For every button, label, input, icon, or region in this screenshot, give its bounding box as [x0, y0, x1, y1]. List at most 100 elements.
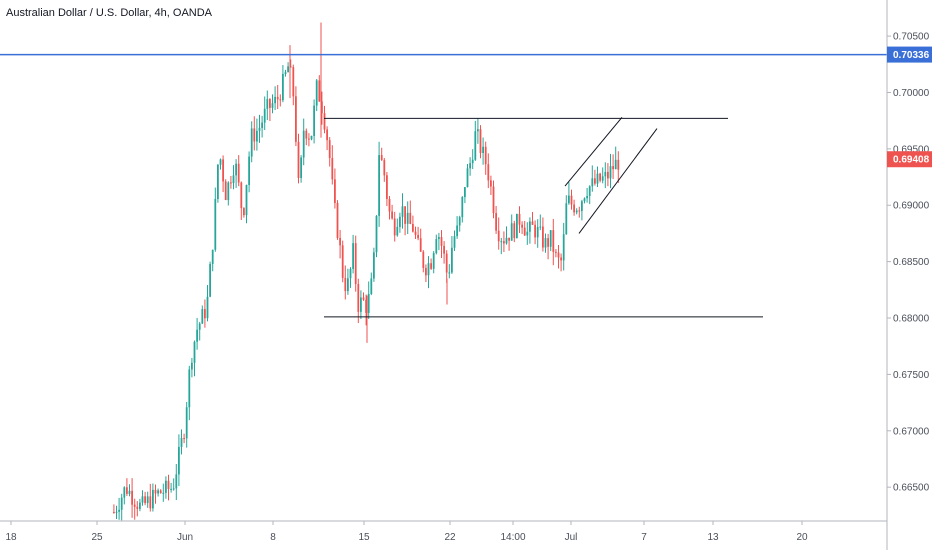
candle-body	[305, 130, 308, 139]
candle-body	[380, 155, 383, 161]
candle-body	[456, 225, 458, 237]
candle	[445, 250, 448, 284]
candle	[313, 99, 315, 144]
candle-body	[341, 245, 344, 278]
y-tick-label: 0.69000	[893, 201, 930, 212]
candle-body	[274, 96, 276, 104]
candle	[477, 118, 479, 144]
candle-body	[497, 230, 500, 242]
candle	[295, 86, 297, 147]
candle	[414, 226, 417, 239]
candle	[438, 232, 440, 251]
candle	[217, 164, 219, 203]
candle-body	[227, 182, 230, 201]
candle-body	[534, 224, 536, 238]
candle-body	[417, 234, 419, 239]
candle-body	[412, 223, 414, 232]
y-tick-label: 0.70000	[893, 88, 930, 99]
candle	[393, 211, 396, 242]
candle-body	[601, 176, 604, 181]
x-tick-label: 8	[270, 532, 276, 543]
candle-body	[378, 155, 380, 216]
x-tick-label: Jun	[177, 532, 193, 543]
candle	[297, 133, 300, 184]
candle-body	[464, 187, 466, 198]
candle-body	[612, 166, 614, 170]
candle	[432, 251, 435, 274]
x-tick-label: 25	[91, 532, 103, 543]
candle-body	[373, 252, 375, 279]
candle-body	[289, 66, 292, 68]
x-axis: 18 25 Jun 8 15 22 14:00 Jul 7 13 20	[5, 521, 808, 543]
candle	[412, 215, 414, 233]
candle	[526, 222, 529, 245]
candle-body	[271, 103, 274, 108]
candle-body	[326, 129, 328, 141]
candle-body	[120, 497, 123, 510]
candle	[474, 120, 477, 161]
candle	[253, 116, 256, 151]
candle-body	[201, 309, 204, 324]
candle	[196, 317, 198, 350]
candle-body	[469, 163, 471, 169]
candle	[388, 196, 391, 220]
candle-body	[269, 99, 271, 108]
drawings	[0, 53, 887, 318]
channel-lower-line	[578, 128, 658, 234]
horizontal-line-tag-bg	[887, 46, 932, 63]
candle-body	[414, 231, 417, 235]
candle-body	[495, 213, 497, 231]
candle	[162, 483, 165, 502]
candle	[227, 181, 230, 206]
candle-body	[204, 309, 206, 319]
candle-body	[432, 253, 435, 269]
candle	[609, 153, 612, 189]
candle-body	[573, 204, 575, 213]
candle-body	[209, 263, 211, 297]
candle-body	[583, 198, 586, 202]
candle-body	[157, 490, 159, 494]
candle	[586, 187, 588, 203]
candle-body	[471, 159, 474, 164]
candle	[380, 147, 383, 161]
candle-body	[159, 490, 162, 494]
candle	[362, 292, 365, 301]
candle-body	[149, 496, 152, 509]
x-tick-label: Jul	[565, 532, 578, 543]
candle	[604, 162, 607, 189]
candle-body	[308, 138, 310, 140]
candle	[578, 206, 581, 218]
candle-body	[581, 201, 583, 212]
candle-body	[146, 496, 149, 504]
candle-body	[237, 163, 240, 183]
candle	[560, 253, 562, 272]
candle	[435, 234, 438, 255]
candle	[417, 226, 419, 241]
horizontal-line-tag: 0.70336	[887, 46, 932, 63]
candle-body	[557, 252, 560, 258]
candle-body	[510, 223, 513, 241]
candle	[409, 200, 412, 225]
candle-body	[219, 159, 222, 165]
candle	[495, 206, 497, 234]
candle-body	[263, 108, 266, 123]
candle	[279, 94, 282, 107]
candle-body	[565, 203, 568, 235]
candle	[391, 204, 393, 220]
candle	[256, 118, 258, 151]
candle	[497, 217, 500, 250]
candle-body	[516, 213, 518, 239]
candle	[448, 264, 451, 279]
candle	[456, 216, 458, 239]
candle	[157, 488, 159, 497]
candle	[113, 504, 115, 514]
candle-body	[443, 245, 445, 254]
candle-body	[503, 241, 505, 244]
candle-body	[500, 241, 503, 243]
candle	[180, 429, 183, 455]
candle	[591, 165, 594, 192]
candle-body	[167, 480, 170, 490]
price-tags: 0.70336 0.69408	[887, 46, 932, 168]
candle-body	[393, 218, 396, 236]
